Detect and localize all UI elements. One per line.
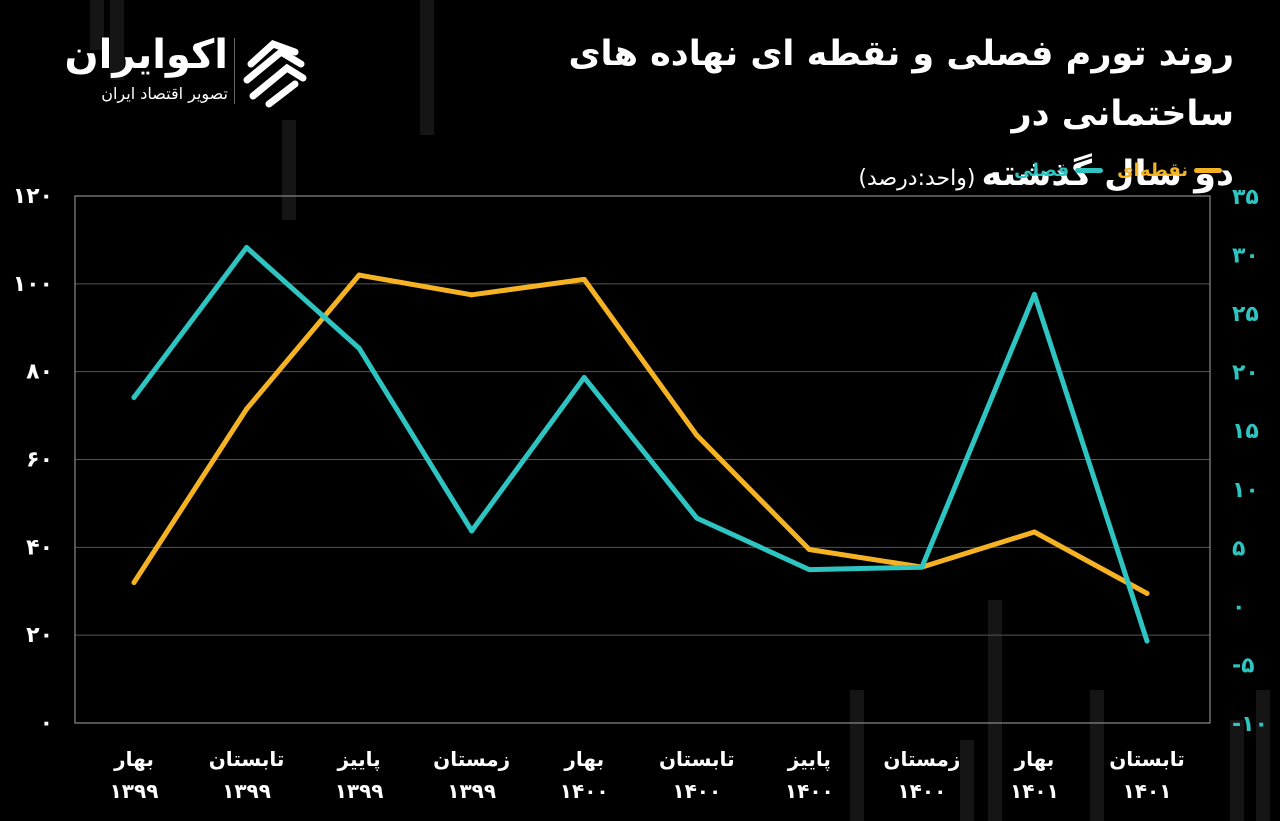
legend-swatch-point [1194, 168, 1222, 173]
data-point-seasonal [694, 515, 700, 521]
logo: اکوایران تصویر اقتصاد ایران [38, 32, 318, 112]
chart-title: روند تورم فصلی و نقطه ای نهاده های ساختم… [414, 24, 1234, 209]
x-tick-label-year: ۱۴۰۰ [560, 779, 609, 803]
right-tick-label: ۳۰ [1232, 244, 1259, 269]
data-point-seasonal [1144, 638, 1150, 644]
right-tick-label: -۱۰ [1232, 712, 1268, 737]
data-point-seasonal [356, 345, 362, 351]
x-tick-label-season: تابستان [1109, 747, 1185, 771]
logo-subtitle: تصویر اقتصاد ایران [101, 84, 228, 103]
data-point-seasonal [919, 564, 925, 570]
left-tick-label: ۲۰ [26, 623, 53, 648]
plot-frame [74, 195, 1211, 724]
data-point-point [1144, 590, 1150, 596]
x-tick-label-season: زمستان [433, 747, 510, 771]
right-tick-label: ۳۵ [1232, 185, 1259, 210]
x-tick-label-year: ۱۳۹۹ [222, 779, 271, 803]
data-point-point [1031, 529, 1037, 535]
title-line-1: روند تورم فصلی و نقطه ای نهاده های ساختم… [568, 34, 1234, 134]
left-tick-label: ۴۰ [26, 535, 53, 560]
title-line-2: دو سال گذشته [981, 154, 1234, 194]
data-point-point [244, 406, 250, 412]
left-tick-label: ۱۲۰ [13, 184, 53, 209]
x-tick-label-year: ۱۴۰۱ [1123, 779, 1172, 803]
logo-mark-icon [243, 39, 307, 108]
right-tick-label: ۲۵ [1232, 302, 1259, 327]
legend-label-seasonal: فصلی [1014, 160, 1070, 181]
x-tick-label-year: ۱۴۰۱ [1010, 779, 1059, 803]
logo-divider [234, 38, 235, 104]
data-point-seasonal [469, 528, 475, 534]
x-tick-label-year: ۱۳۹۹ [447, 779, 496, 803]
data-point-point [806, 547, 812, 553]
right-tick-label: ۲۰ [1232, 361, 1259, 386]
legend-label-point: نقطه‌ای [1117, 160, 1188, 181]
x-tick-label-season: زمستان [883, 747, 960, 771]
left-tick-label: ۸۰ [26, 360, 53, 385]
logo-name: اکوایران [64, 32, 228, 78]
x-tick-label-year: ۱۳۹۹ [335, 779, 384, 803]
x-tick-label-season: بهار [563, 747, 604, 771]
right-tick-label: ۰ [1232, 595, 1245, 620]
series-line-point [131, 272, 1150, 596]
right-tick-label: ۵ [1232, 536, 1245, 561]
data-point-seasonal [806, 567, 812, 573]
data-point-seasonal [131, 394, 137, 400]
x-tick-label-season: بهار [1014, 747, 1055, 771]
x-tick-label-season: پاییز [337, 747, 381, 772]
x-tick-label-season: تابستان [209, 747, 285, 771]
x-tick-label-year: ۱۴۰۰ [785, 779, 834, 803]
x-tick-label-season: تابستان [659, 747, 735, 771]
x-tick-label-season: بهار [113, 747, 154, 771]
data-point-seasonal [581, 375, 587, 381]
left-tick-label: ۱۰۰ [13, 272, 53, 297]
x-tick-label-year: ۱۴۰۰ [897, 779, 946, 803]
data-point-point [131, 579, 137, 585]
left-tick-label: ۶۰ [26, 448, 53, 473]
data-point-point [469, 292, 475, 298]
legend: نقطه‌ای فصلی [1014, 160, 1222, 181]
unit-label: (واحد:درصد) [858, 166, 976, 191]
data-point-point [694, 432, 700, 438]
right-tick-label: ۱۰ [1232, 478, 1259, 503]
right-tick-label: -۵ [1232, 653, 1255, 678]
legend-item-seasonal: فصلی [1014, 160, 1104, 181]
data-point-seasonal [1031, 291, 1037, 297]
data-point-seasonal [244, 245, 250, 251]
data-point-point [356, 272, 362, 278]
series-line-seasonal [131, 245, 1150, 644]
x-tick-label-year: ۱۳۹۹ [110, 779, 159, 803]
legend-item-point: نقطه‌ای [1117, 160, 1222, 181]
x-tick-label-year: ۱۴۰۰ [672, 779, 721, 803]
x-tick-label-season: پاییز [787, 747, 831, 772]
left-tick-label: ۰ [40, 711, 53, 736]
data-point-point [581, 276, 587, 282]
right-tick-label: ۱۵ [1232, 419, 1259, 444]
legend-swatch-seasonal [1075, 168, 1104, 173]
